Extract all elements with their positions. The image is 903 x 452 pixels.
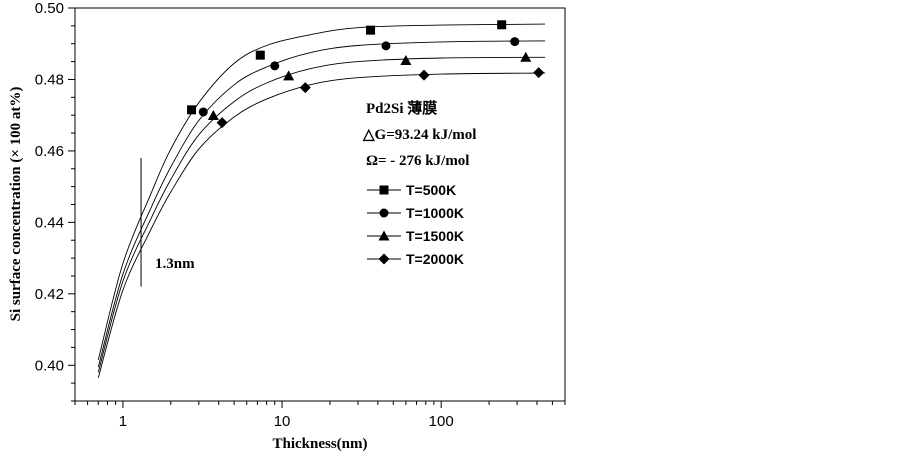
legend-label: T=2000K xyxy=(406,251,464,267)
data-point xyxy=(497,20,507,30)
delta-g-label: △G=93.24 kJ/mol xyxy=(362,127,476,143)
data-point xyxy=(270,61,280,71)
data-point xyxy=(299,82,311,94)
legend-label: T=1000K xyxy=(406,205,464,221)
legend: T=500K T=1000K T=1500K T=2000K xyxy=(367,182,464,267)
legend-marker xyxy=(378,230,390,241)
data-point xyxy=(520,51,532,62)
data-point xyxy=(510,37,520,47)
data-point xyxy=(198,107,208,117)
y-axis-title: Si surface concentration (× 100 at%) xyxy=(8,87,24,322)
legend-label: T=1500K xyxy=(406,228,464,244)
fit-curves xyxy=(97,23,546,378)
data-point xyxy=(533,67,545,79)
thickness-marker-label: 1.3nm xyxy=(155,256,195,272)
legend-label: T=500K xyxy=(406,182,456,198)
x-axis-ticks: 1 10 100 xyxy=(74,401,566,430)
fit-curve xyxy=(97,23,546,361)
y-tick-label: 0.46 xyxy=(35,143,64,160)
legend-marker xyxy=(378,253,390,265)
y-tick-label: 0.40 xyxy=(35,357,64,374)
data-point xyxy=(216,117,228,129)
data-markers xyxy=(187,20,545,129)
y-tick-label: 0.50 xyxy=(35,0,64,17)
data-point xyxy=(255,50,265,60)
fit-curve xyxy=(97,72,546,378)
x-axis-title: Thickness(nm) xyxy=(272,436,367,452)
data-point xyxy=(400,55,412,66)
fit-curve xyxy=(97,56,546,373)
x-tick-label: 1 xyxy=(119,413,127,430)
data-point xyxy=(418,69,430,81)
data-point xyxy=(381,41,391,51)
legend-marker xyxy=(379,208,389,218)
data-point xyxy=(207,110,219,121)
x-tick-label: 100 xyxy=(429,413,454,430)
data-point xyxy=(366,25,376,35)
y-axis-ticks: 0.40 0.42 0.44 0.46 0.48 0.50 xyxy=(35,0,75,402)
y-tick-label: 0.44 xyxy=(35,214,64,231)
data-point xyxy=(187,105,197,115)
legend-marker xyxy=(379,185,389,195)
omega-label: Ω= - 276 kJ/mol xyxy=(366,153,469,169)
material-label: Pd2Si 薄膜 xyxy=(366,99,437,117)
annotations: Pd2Si 薄膜 △G=93.24 kJ/mol Ω= - 276 kJ/mol… xyxy=(140,99,476,287)
y-tick-label: 0.42 xyxy=(35,286,64,303)
y-tick-label: 0.48 xyxy=(35,71,64,88)
fit-curve xyxy=(97,40,546,368)
data-point xyxy=(283,70,295,81)
x-tick-label: 10 xyxy=(274,413,291,430)
